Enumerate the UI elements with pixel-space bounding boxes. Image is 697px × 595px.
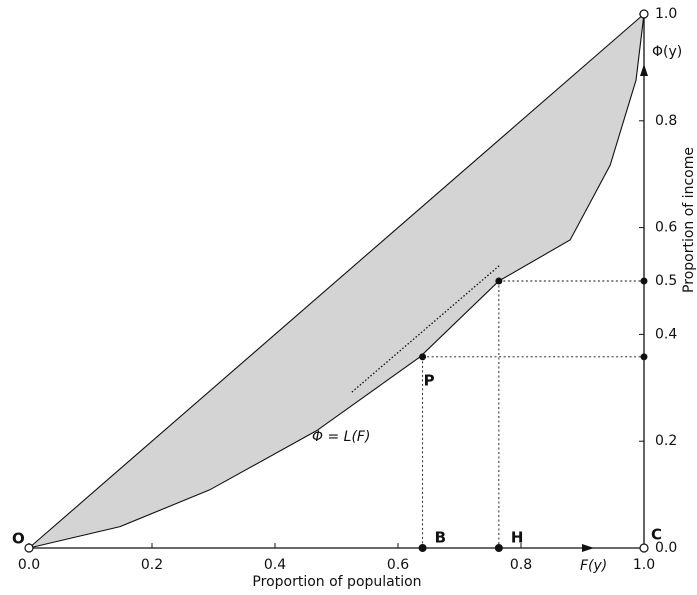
point [419, 353, 427, 361]
y-tick-label: 0.2 [655, 433, 677, 449]
foot-label: H [511, 529, 524, 547]
y-tick-label: 0.4 [655, 326, 677, 342]
y-tick-label: 0.5 [655, 273, 677, 289]
tangent-line [351, 264, 501, 393]
x-axis-dot [418, 544, 427, 552]
x-tick-label: 0.0 [18, 557, 40, 573]
corner-label: C [651, 526, 662, 544]
endpoint [639, 543, 649, 553]
y-symbol: Φ(y) [652, 44, 682, 60]
y-tick-label: 0.8 [655, 113, 677, 129]
y-tick-label: 0.6 [655, 220, 677, 236]
point [495, 277, 503, 285]
x-tick-label: 1.0 [633, 557, 655, 573]
endpoint [639, 9, 649, 19]
y-tick-label: 0.0 [655, 540, 677, 556]
equality-line [28, 13, 645, 549]
x-axis-dot [494, 544, 503, 552]
origin-label: O [12, 530, 25, 548]
x-tick-label: 0.2 [141, 557, 163, 573]
point-label: P [424, 371, 435, 389]
y-axis-title: Proportion of income [681, 147, 697, 293]
foot-label: B [435, 529, 446, 547]
x-tick-label: 0.4 [264, 557, 286, 573]
x-symbol: F(y) [580, 558, 607, 574]
curve-label: Φ = L(F) [312, 429, 370, 445]
x-axis-arrow [582, 544, 594, 552]
y-axis-arrow [640, 64, 648, 76]
y-tick-label: 1.0 [655, 6, 677, 22]
x-tick-label: 0.6 [387, 557, 409, 573]
x-tick-label: 0.8 [510, 557, 532, 573]
y-axis-dot [640, 353, 648, 361]
y-axis-dot [640, 277, 648, 285]
x-axis-title: Proportion of population [252, 574, 421, 590]
lorenz-curve [28, 13, 645, 549]
endpoint [24, 543, 34, 553]
